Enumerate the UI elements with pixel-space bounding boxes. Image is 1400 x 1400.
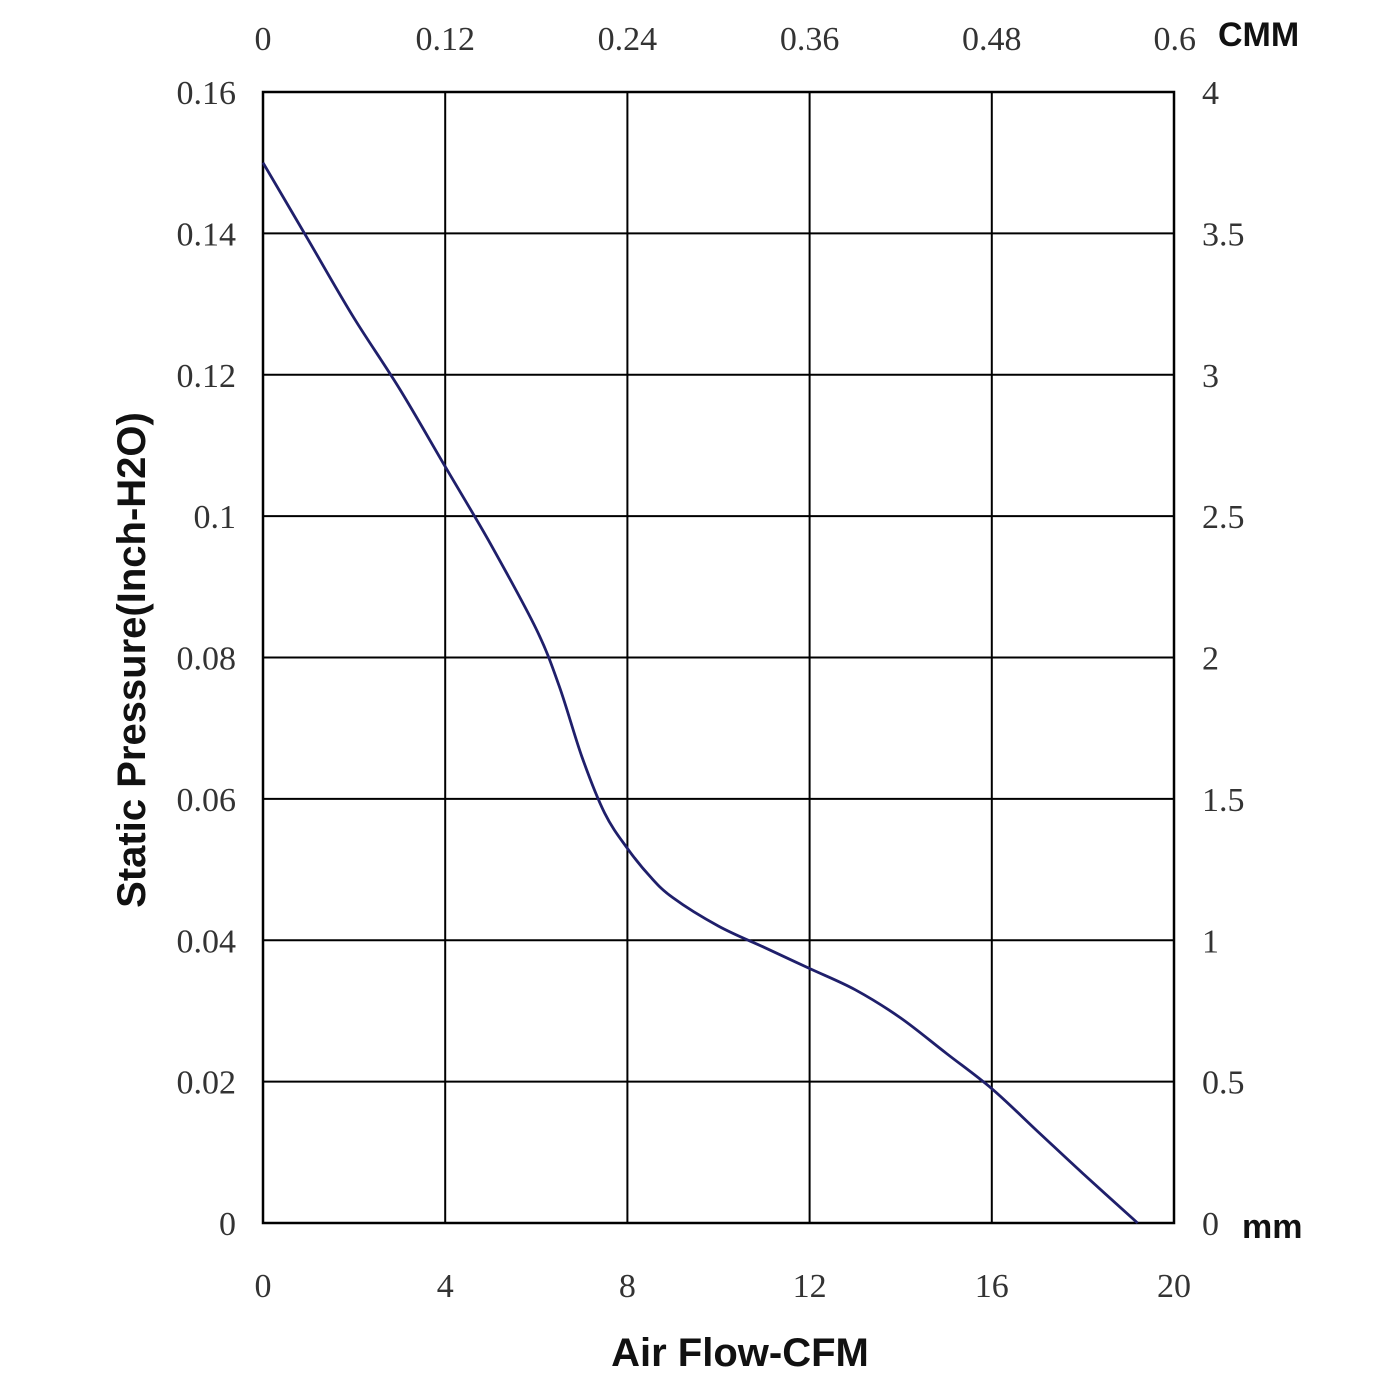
y-tick-label: 0.06: [177, 782, 237, 819]
tick-labels: 0 4 8 12 16 200 0.12 0.24 0.36 0.48 0.600.020.040.…: [177, 21, 1245, 1305]
y-tick-label: 0.1: [194, 499, 237, 536]
top-tick-label: 0.24: [598, 21, 658, 58]
x-tick-label: 0: [255, 1268, 272, 1305]
y-tick-label: 0.04: [177, 923, 237, 960]
top-tick-label: 0.6: [1154, 21, 1197, 58]
x-tick-label: 20: [1157, 1268, 1191, 1305]
y-tick-label: 0.12: [177, 358, 237, 395]
right-tick-label: 0: [1202, 1206, 1219, 1243]
plot-frame: [261, 90, 1176, 1225]
x-tick-label: 16: [975, 1268, 1009, 1305]
grid: [263, 92, 1174, 1223]
right-tick-label: 3.5: [1202, 216, 1245, 253]
right-tick-label: 3: [1202, 358, 1219, 395]
y-axis-title: Static Pressure(Inch-H2O): [110, 412, 154, 908]
top-tick-label: 0.48: [962, 21, 1022, 58]
right-axis-unit: mm: [1242, 1208, 1302, 1246]
y-tick-label: 0.16: [177, 75, 237, 112]
y-tick-label: 0: [219, 1206, 236, 1243]
right-tick-label: 2.5: [1202, 499, 1245, 536]
right-tick-label: 2: [1202, 641, 1219, 678]
y-tick-label: 0.14: [177, 216, 237, 253]
right-tick-label: 1: [1202, 923, 1219, 960]
top-tick-label: 0.12: [415, 21, 475, 58]
right-tick-label: 1.5: [1202, 782, 1245, 819]
right-tick-label: 0.5: [1202, 1065, 1245, 1102]
plot-border: [261, 90, 1176, 1225]
x-tick-label: 8: [619, 1268, 636, 1305]
x-tick-label: 4: [437, 1268, 454, 1305]
series-line-0: [261, 161, 1139, 1225]
y-tick-label: 0.08: [177, 641, 237, 678]
series-curve: [261, 161, 1139, 1225]
right-tick-label: 4: [1202, 75, 1219, 112]
x-tick-label: 12: [793, 1268, 827, 1305]
top-tick-label: 0: [255, 21, 272, 58]
x-axis-title: Air Flow-CFM: [611, 1331, 869, 1375]
top-axis-unit: CMM: [1218, 16, 1299, 54]
top-tick-label: 0.36: [780, 21, 840, 58]
y-tick-label: 0.02: [177, 1065, 237, 1102]
